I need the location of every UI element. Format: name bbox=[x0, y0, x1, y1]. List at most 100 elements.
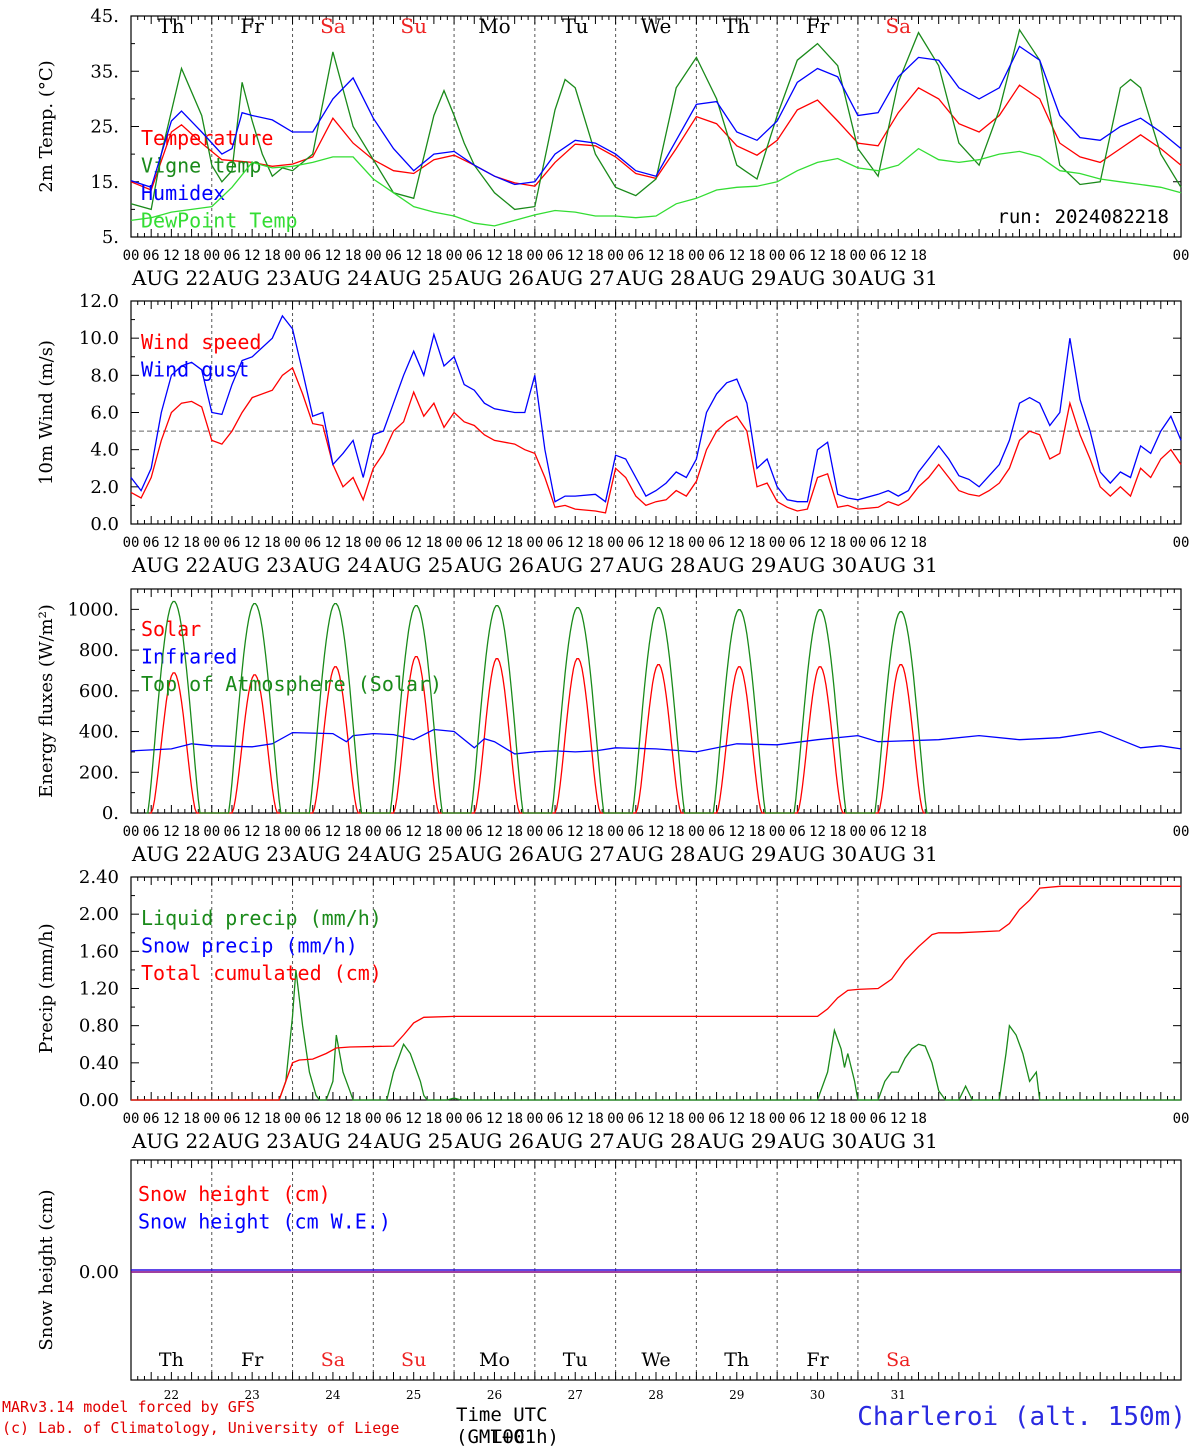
weekday-label-top: Sa bbox=[885, 14, 911, 38]
y-tick-label: 0.40 bbox=[79, 1053, 119, 1074]
hour-tick-label: 00 bbox=[526, 1111, 543, 1127]
legend-entry: Infrared bbox=[141, 645, 237, 669]
lab-credit: (c) Lab. of Climatology, University of L… bbox=[2, 1419, 400, 1437]
hour-tick-label: 00 bbox=[446, 535, 463, 551]
hour-tick-label: 00 bbox=[123, 1111, 140, 1127]
day-number: 23 bbox=[245, 1388, 260, 1402]
date-label: AUG 22 bbox=[131, 553, 211, 577]
legend-entry: Total cumulated (cm) bbox=[141, 961, 382, 985]
date-label: AUG 30 bbox=[777, 266, 857, 290]
y-tick-label: 6.0 bbox=[90, 403, 119, 424]
series-line-top-of-atmosphere-solar- bbox=[146, 600, 929, 814]
y-tick-label: 1000. bbox=[67, 599, 119, 620]
legend-entry: Snow height (cm W.E.) bbox=[138, 1210, 391, 1234]
hour-tick-label: 00 bbox=[365, 824, 382, 840]
hour-tick-label: 06 bbox=[385, 248, 402, 264]
series-line-dewpoint-temp bbox=[130, 147, 1182, 227]
hour-tick-label: 18 bbox=[506, 535, 523, 551]
hour-tick-label: 18 bbox=[345, 248, 362, 264]
hour-tick-label: 18 bbox=[183, 535, 200, 551]
hour-tick-label: 12 bbox=[728, 248, 745, 264]
legend-entry: Top of Atmosphere (Solar) bbox=[141, 672, 442, 696]
series-line-total-cumulated-cm- bbox=[131, 885, 1181, 1101]
hour-tick-label: 00 bbox=[365, 1111, 382, 1127]
hour-tick-label: 12 bbox=[486, 248, 503, 264]
weekday-label-bottom: We bbox=[641, 1349, 670, 1371]
y-axis-title: 2m Temp. (°C) bbox=[36, 60, 57, 192]
date-label: AUG 28 bbox=[615, 1129, 695, 1153]
hour-tick-label: 12 bbox=[163, 824, 180, 840]
series-line-humidex bbox=[130, 45, 1182, 189]
hour-tick-label: 12 bbox=[324, 1111, 341, 1127]
hour-tick-label: 06 bbox=[547, 1111, 564, 1127]
hour-tick-label: 00 bbox=[284, 248, 301, 264]
legend-entry: Solar bbox=[141, 617, 201, 641]
hour-tick-label: 06 bbox=[708, 824, 725, 840]
hour-tick-label: 12 bbox=[728, 535, 745, 551]
hour-tick-label: 00 bbox=[849, 824, 866, 840]
hour-tick-label: 12 bbox=[648, 824, 665, 840]
hour-tick-label: 06 bbox=[789, 535, 806, 551]
hour-tick-label: 00 bbox=[849, 248, 866, 264]
hour-tick-label: 12 bbox=[890, 248, 907, 264]
legend-entry: Wind gust bbox=[141, 358, 249, 382]
hour-tick-label: 12 bbox=[567, 248, 584, 264]
hour-tick-label: 18 bbox=[264, 824, 281, 840]
legend-entry: Snow precip (mm/h) bbox=[141, 934, 358, 958]
weekday-label-bottom: Fr bbox=[806, 1349, 829, 1371]
hour-tick-label: 00 bbox=[365, 535, 382, 551]
hour-tick-label: 18 bbox=[749, 248, 766, 264]
hour-tick-label: 06 bbox=[627, 824, 644, 840]
y-tick-label: 2.40 bbox=[79, 867, 119, 888]
hour-tick-label: 06 bbox=[547, 824, 564, 840]
y-tick-label: 1.60 bbox=[79, 941, 119, 962]
hour-tick-label: 18 bbox=[506, 1111, 523, 1127]
date-label: AUG 28 bbox=[615, 553, 695, 577]
y-tick-label: 1.20 bbox=[79, 979, 119, 1000]
hour-tick-label: 00 bbox=[123, 535, 140, 551]
hour-tick-label: 06 bbox=[870, 535, 887, 551]
date-label: AUG 27 bbox=[535, 842, 615, 866]
hour-tick-label: 12 bbox=[405, 535, 422, 551]
legend-entry: Liquid precip (mm/h) bbox=[141, 906, 382, 930]
run-annotation: run: 2024082218 bbox=[997, 206, 1169, 228]
weekday-label-top: Th bbox=[158, 14, 184, 38]
date-label: AUG 26 bbox=[454, 842, 534, 866]
date-label: AUG 25 bbox=[373, 266, 453, 290]
hour-tick-label: 00 bbox=[1173, 248, 1190, 264]
model-credit: MARv3.14 model forced by GFS bbox=[2, 1398, 255, 1416]
date-label: AUG 22 bbox=[131, 266, 211, 290]
hour-tick-label: 06 bbox=[143, 1111, 160, 1127]
hour-tick-label: 18 bbox=[264, 535, 281, 551]
legend-entry: Vigne temp bbox=[141, 154, 261, 178]
hour-tick-label: 06 bbox=[224, 535, 241, 551]
hour-tick-label: 00 bbox=[526, 248, 543, 264]
date-label: AUG 23 bbox=[212, 553, 292, 577]
hour-tick-label: 12 bbox=[728, 1111, 745, 1127]
hour-tick-label: 06 bbox=[224, 824, 241, 840]
hour-tick-label: 06 bbox=[304, 1111, 321, 1127]
hour-tick-label: 00 bbox=[607, 535, 624, 551]
hour-tick-label: 18 bbox=[345, 535, 362, 551]
date-label: AUG 29 bbox=[696, 842, 776, 866]
date-label: AUG 28 bbox=[615, 266, 695, 290]
hour-tick-label: 18 bbox=[425, 535, 442, 551]
date-label: AUG 27 bbox=[535, 1129, 615, 1153]
hour-tick-label: 18 bbox=[910, 1111, 927, 1127]
x-axis-title: Time UTC (GMT+01h)LOC bbox=[456, 1404, 628, 1448]
y-tick-label: 0.80 bbox=[79, 1016, 119, 1037]
hour-tick-label: 12 bbox=[405, 1111, 422, 1127]
hour-tick-label: 18 bbox=[506, 824, 523, 840]
hour-tick-label: 06 bbox=[385, 535, 402, 551]
hour-tick-label: 06 bbox=[789, 824, 806, 840]
hour-tick-label: 18 bbox=[749, 1111, 766, 1127]
hour-tick-label: 00 bbox=[284, 824, 301, 840]
hour-tick-label: 06 bbox=[224, 248, 241, 264]
hour-tick-label: 12 bbox=[486, 1111, 503, 1127]
legend-entry: Snow height (cm) bbox=[138, 1182, 331, 1206]
hour-tick-label: 18 bbox=[668, 535, 685, 551]
date-label: AUG 30 bbox=[777, 842, 857, 866]
day-number: 22 bbox=[164, 1388, 179, 1402]
hour-tick-label: 18 bbox=[587, 824, 604, 840]
